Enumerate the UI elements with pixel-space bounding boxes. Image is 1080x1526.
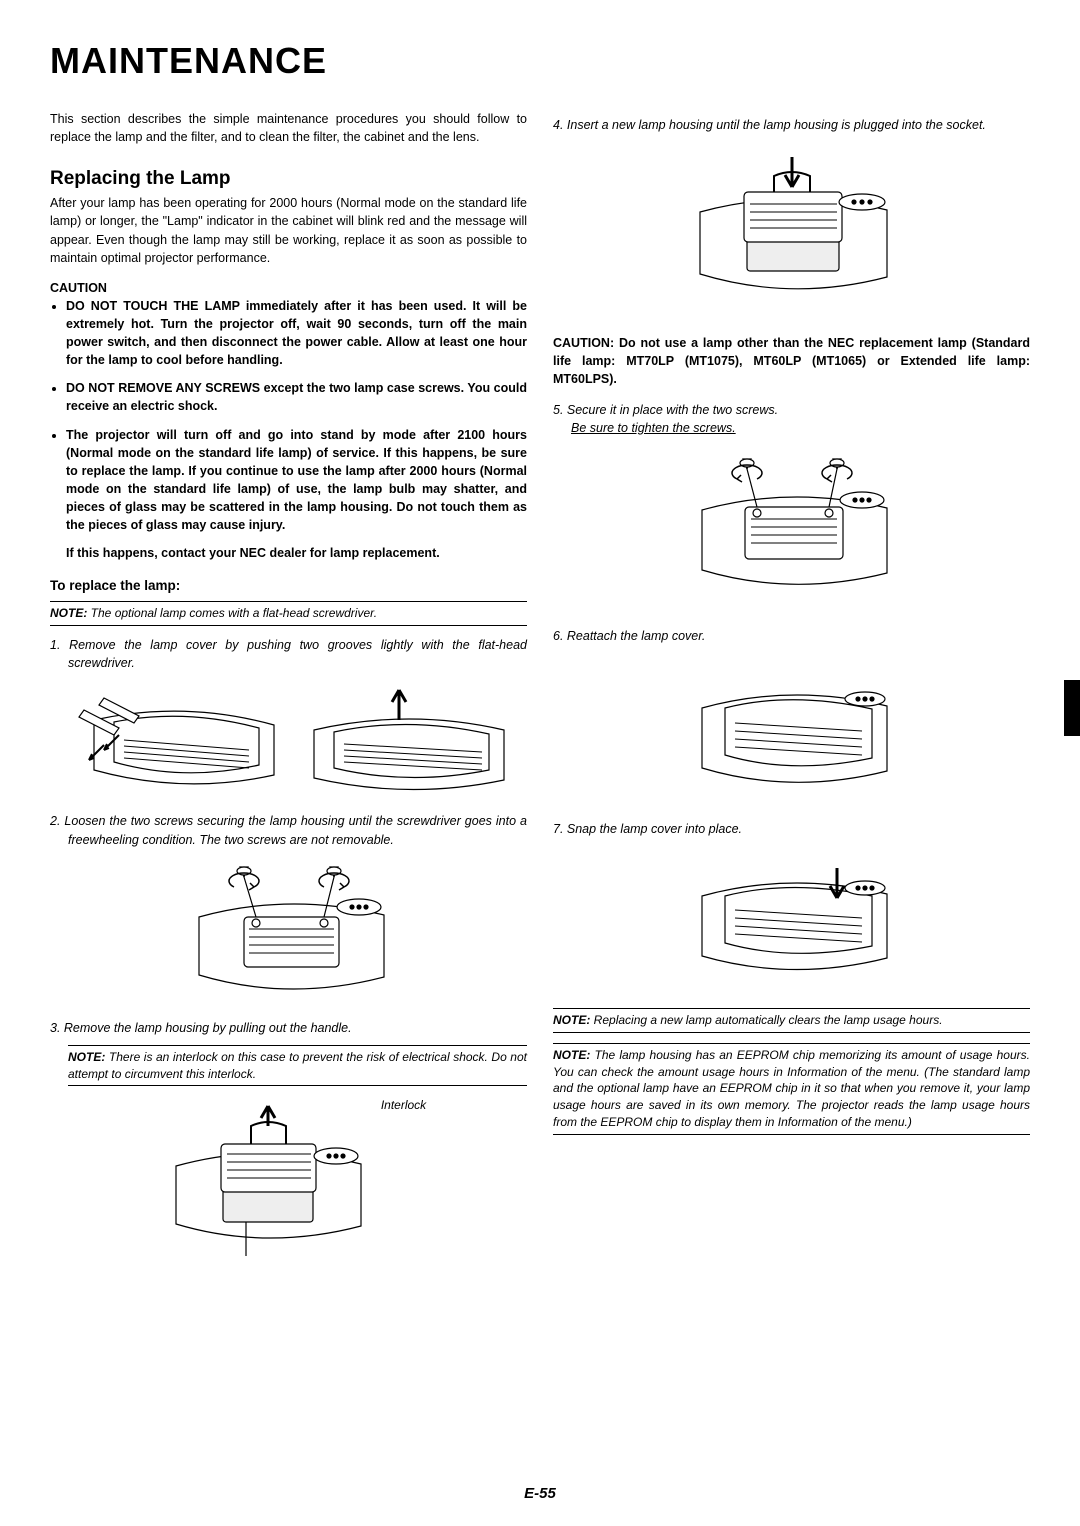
- note-text: The lamp housing has an EEPROM chip memo…: [553, 1048, 1030, 1129]
- figure-step5: [553, 445, 1030, 615]
- projector-illustration-icon: [151, 1096, 381, 1266]
- step-5b: Be sure to tighten the screws.: [553, 419, 1030, 437]
- step-6: 6. Reattach the lamp cover.: [553, 627, 1030, 645]
- side-tab-marker: [1064, 680, 1080, 736]
- two-column-layout: This section describes the simple mainte…: [50, 110, 1030, 1278]
- projector-illustration-icon: [677, 653, 907, 808]
- caution-followup: If this happens, contact your NEC dealer…: [66, 544, 527, 562]
- figure-step3: Interlock: [50, 1096, 527, 1266]
- note-text: The optional lamp comes with a flat-head…: [87, 606, 377, 620]
- caution-list: DO NOT TOUCH THE LAMP immediately after …: [50, 297, 527, 535]
- page-content: MAINTENANCE This section describes the s…: [0, 0, 1080, 1278]
- note-label: NOTE:: [68, 1050, 105, 1064]
- page-title: MAINTENANCE: [50, 40, 1030, 82]
- figure-step1: [50, 680, 527, 800]
- intro-text: This section describes the simple mainte…: [50, 110, 527, 146]
- step-5a: 5. Secure it in place with the two screw…: [553, 401, 1030, 419]
- section-heading-replacing-lamp: Replacing the Lamp: [50, 168, 527, 190]
- step-7: 7. Snap the lamp cover into place.: [553, 820, 1030, 838]
- note-text: There is an interlock on this case to pr…: [68, 1050, 527, 1081]
- projector-illustration-icon: [174, 857, 404, 1007]
- projector-illustration-icon: [677, 445, 907, 615]
- step-3: 3. Remove the lamp housing by pulling ou…: [50, 1019, 527, 1037]
- projector-illustration-icon: [294, 680, 514, 800]
- note-box-4: NOTE: The lamp housing has an EEPROM chi…: [553, 1043, 1030, 1135]
- note-text: Replacing a new lamp automatically clear…: [590, 1013, 942, 1027]
- caution-item: DO NOT REMOVE ANY SCREWS except the two …: [66, 379, 527, 415]
- subheading-to-replace: To replace the lamp:: [50, 578, 527, 593]
- figure-step2: [50, 857, 527, 1007]
- figure-step7: [553, 846, 1030, 996]
- note-label: NOTE:: [553, 1048, 590, 1062]
- left-column: This section describes the simple mainte…: [50, 110, 527, 1278]
- note-box-2: NOTE: There is an interlock on this case…: [68, 1045, 527, 1087]
- note-label: NOTE:: [50, 606, 87, 620]
- page-number: E-55: [0, 1485, 1080, 1502]
- figure-step6: [553, 653, 1030, 808]
- projector-illustration-icon: [677, 846, 907, 996]
- note-label: NOTE:: [553, 1013, 590, 1027]
- interlock-caption: Interlock: [381, 1098, 426, 1266]
- caution-label: CAUTION: [50, 281, 527, 295]
- caution-item: The projector will turn off and go into …: [66, 426, 527, 535]
- step-4: 4. Insert a new lamp housing until the l…: [553, 116, 1030, 134]
- projector-illustration-icon: [672, 142, 912, 322]
- step-2: 2. Loosen the two screws securing the la…: [50, 812, 527, 848]
- note-box-1: NOTE: The optional lamp comes with a fla…: [50, 601, 527, 626]
- caution-nec-lamp: CAUTION: Do not use a lamp other than th…: [553, 334, 1030, 388]
- figure-step4: [553, 142, 1030, 322]
- projector-illustration-icon: [64, 680, 284, 800]
- right-column: 4. Insert a new lamp housing until the l…: [553, 110, 1030, 1278]
- step-1: 1. Remove the lamp cover by pushing two …: [50, 636, 527, 672]
- note-box-3: NOTE: Replacing a new lamp automatically…: [553, 1008, 1030, 1033]
- caution-item: DO NOT TOUCH THE LAMP immediately after …: [66, 297, 527, 370]
- section-body: After your lamp has been operating for 2…: [50, 194, 527, 267]
